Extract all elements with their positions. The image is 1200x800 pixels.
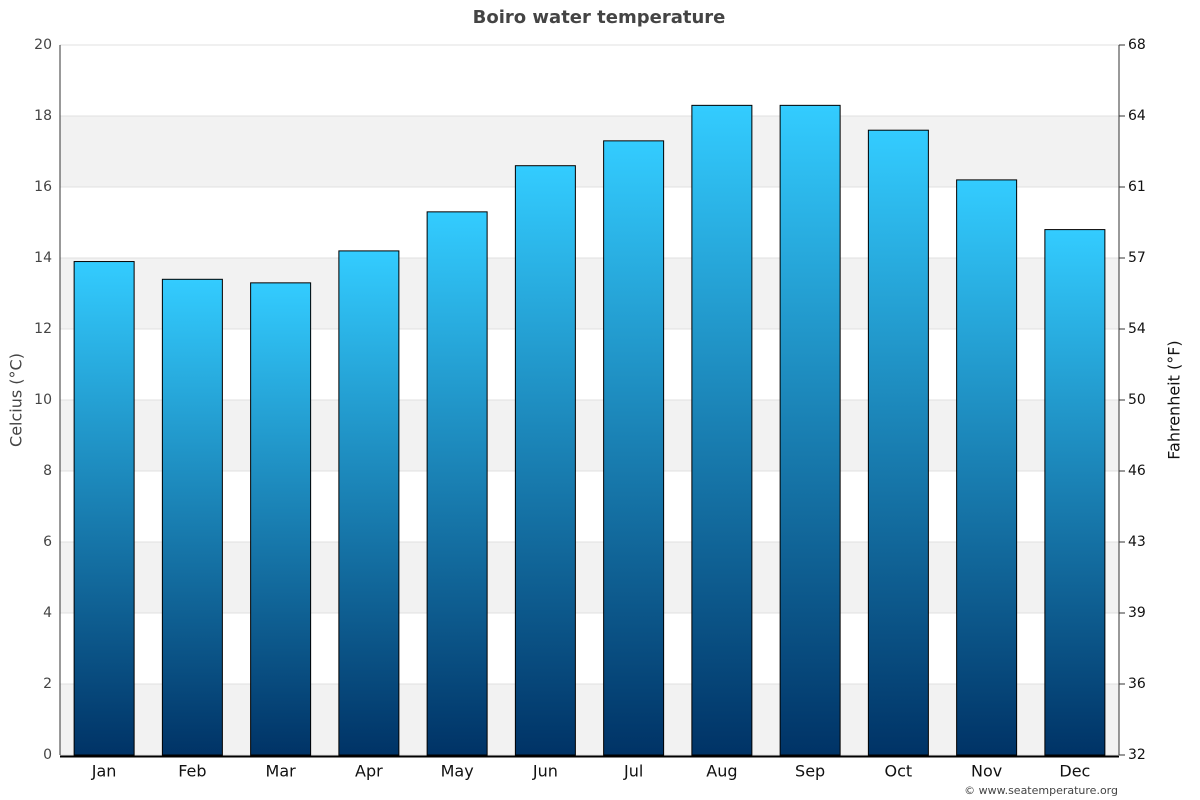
y2-tick-label: 36 — [1128, 676, 1146, 692]
grid-band — [60, 400, 1119, 471]
y-tick-label: 20 — [34, 37, 52, 53]
x-tick-label: Oct — [885, 762, 913, 781]
y-tick-label: 8 — [43, 463, 52, 479]
grid-band — [60, 542, 1119, 613]
y2-tick-label: 50 — [1128, 392, 1146, 408]
x-tick-label: Apr — [355, 762, 383, 781]
bar — [603, 140, 665, 756]
y-axis-label: Celcius (°C) — [7, 353, 26, 447]
x-tick-label: Dec — [1059, 762, 1090, 781]
y-tick-label: 14 — [34, 250, 52, 266]
y-tick-label: 2 — [43, 676, 52, 692]
x-tick-label: Mar — [266, 762, 297, 781]
bar — [426, 211, 488, 756]
y-tick-label: 10 — [34, 392, 52, 408]
x-tick-label: Jan — [91, 762, 117, 781]
y-tick-label: 6 — [43, 534, 52, 550]
bar — [867, 129, 929, 756]
x-tick-label: Sep — [795, 762, 825, 781]
x-tick-label: Aug — [706, 762, 737, 781]
y2-tick-label: 64 — [1128, 108, 1146, 124]
y-tick-label: 12 — [34, 321, 52, 337]
credit: © www.seatemperature.org — [964, 784, 1118, 797]
y2-tick-label: 54 — [1128, 321, 1146, 337]
grid-band — [60, 258, 1119, 329]
grid-band — [60, 684, 1119, 755]
y-tick-label: 4 — [43, 605, 52, 621]
y-tick-label: 16 — [34, 179, 52, 195]
bar — [250, 282, 312, 756]
x-tick-label: Jul — [623, 762, 643, 781]
x-tick-label: Nov — [971, 762, 1002, 781]
chart-title: Boiro water temperature — [473, 7, 726, 28]
bar — [779, 104, 841, 756]
y2-tick-label: 68 — [1128, 37, 1146, 53]
bar — [73, 261, 135, 756]
bar — [161, 278, 223, 756]
x-tick-label: Feb — [178, 762, 206, 781]
y2-tick-label: 46 — [1128, 463, 1146, 479]
y-tick-label: 0 — [43, 747, 52, 763]
x-tick-label: Jun — [532, 762, 558, 781]
bar — [691, 104, 753, 756]
bar — [514, 165, 576, 756]
y2-tick-label: 32 — [1128, 747, 1146, 763]
y2-tick-label: 43 — [1128, 534, 1146, 550]
bar — [338, 250, 400, 756]
x-tick-label: May — [441, 762, 474, 781]
y-tick-label: 18 — [34, 108, 52, 124]
grid-band — [60, 116, 1119, 187]
bar — [956, 179, 1018, 756]
y2-axis-label: Fahrenheit (°F) — [1165, 340, 1184, 459]
y2-tick-label: 61 — [1128, 179, 1146, 195]
y2-tick-label: 57 — [1128, 250, 1146, 266]
bar — [1044, 229, 1106, 756]
y2-tick-label: 39 — [1128, 605, 1146, 621]
